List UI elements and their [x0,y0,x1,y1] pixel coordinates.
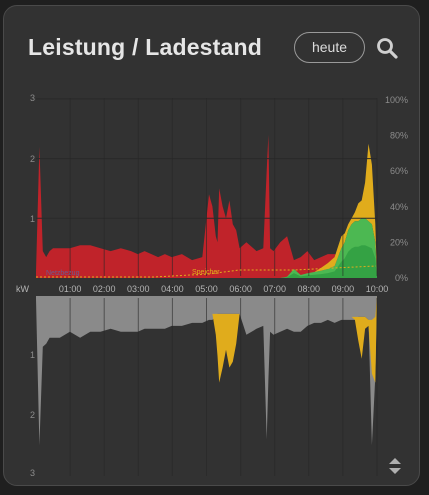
x-tick-label: 05:00 [195,284,218,294]
x-tick-label: 02:00 [93,284,116,294]
x-tick-label: 07:00 [263,284,286,294]
chart-gridlines [36,98,378,476]
x-tick-label: 03:00 [127,284,150,294]
y-tick-label: 3 [30,468,35,478]
energy-card: Leistung / Ladestand heute Speicher Netzb… [3,5,420,486]
x-tick-label: 10:00 [366,284,389,294]
x-tick-label: 09:00 [332,284,355,294]
x-tick-label: 01:00 [59,284,82,294]
y-tick-label: 3 [30,93,35,103]
today-button[interactable]: heute [294,32,365,63]
y-tick-label: 1 [30,214,35,224]
y-tick-label: 2 [30,154,35,164]
y-unit-label: kW [16,284,30,294]
soc-tick-label: 80% [390,131,408,141]
axis-labels: Speicher Netzbezug 01:00 02:00 03:00 04:00 05:… [16,93,408,478]
soc-tick-label: 0% [395,273,408,283]
y-tick-label: 2 [30,410,35,420]
soc-line [36,265,377,278]
x-tick-label: 06:00 [229,284,252,294]
x-tick-label: 04:00 [161,284,184,294]
y-tick-label: 1 [30,350,35,360]
faded-annotation: Netzbezug [46,270,80,277]
card-title: Leistung / Ladestand [28,34,263,60]
soc-tick-label: 20% [390,237,408,247]
sort-updown-icon[interactable] [388,457,402,475]
power-chart: Speicher Netzbezug 01:00 02:00 03:00 04:00 05:… [16,93,408,478]
search-icon[interactable] [375,36,399,60]
soc-tick-label: 100% [385,95,408,105]
x-tick-label: 08:00 [298,284,321,294]
speicher-annotation: Speicher [192,269,220,276]
soc-tick-label: 40% [390,202,408,212]
soc-tick-label: 60% [390,166,408,176]
